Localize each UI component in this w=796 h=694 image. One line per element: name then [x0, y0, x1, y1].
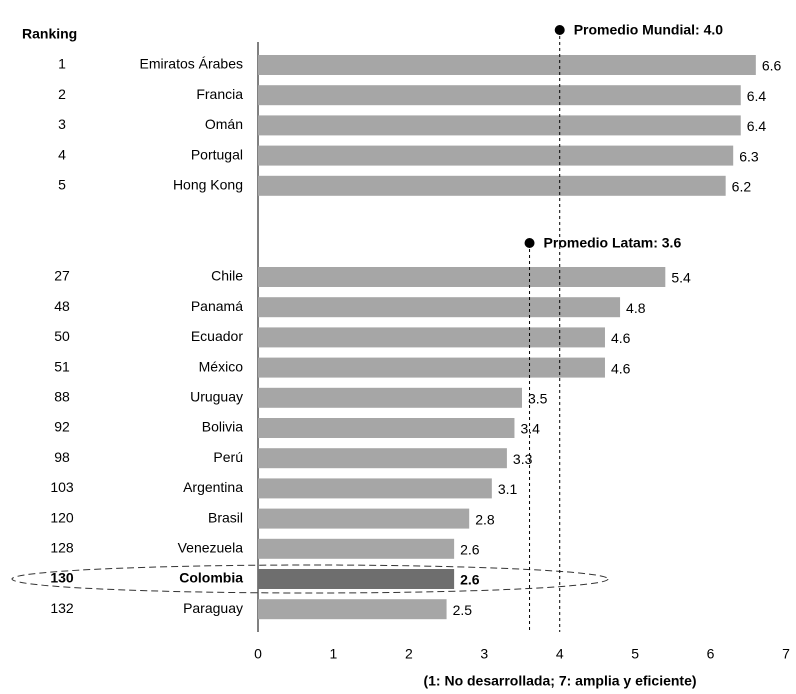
ranking: 51: [54, 358, 70, 374]
reference-label: Promedio Latam: 3.6: [544, 235, 682, 251]
reference-dot: [554, 25, 565, 35]
x-axis-label: (1: No desarrollada; 7: amplia y eficien…: [423, 673, 696, 689]
bar: [258, 115, 741, 136]
bar: [258, 569, 455, 589]
bar: [258, 55, 756, 75]
ranking: 92: [54, 419, 70, 435]
ranking: 48: [54, 298, 70, 314]
x-tick-label: 7: [782, 646, 790, 662]
bar: [258, 448, 507, 469]
category-label: Argentina: [183, 479, 243, 495]
reference-dot: [524, 238, 535, 248]
ranking-header: Ranking: [22, 26, 77, 42]
ranking: 132: [50, 600, 74, 616]
reference-label: Promedio Mundial: 4.0: [574, 22, 724, 38]
ranking: 103: [50, 479, 74, 495]
category-label: Paraguay: [183, 600, 243, 616]
value-label: 3.4: [520, 421, 540, 437]
bar: [258, 599, 447, 620]
category-label: Uruguay: [190, 389, 243, 405]
value-label: 6.3: [739, 148, 759, 164]
bar: [258, 387, 522, 408]
highlight-ellipse: [11, 564, 609, 594]
value-label: 4.6: [611, 360, 631, 376]
bar: [258, 478, 492, 499]
category-label: Perú: [213, 449, 243, 465]
bar: [258, 267, 666, 287]
x-tick-label: 5: [631, 646, 639, 662]
bar: [258, 175, 726, 196]
category-label: Emiratos Árabes: [140, 56, 243, 72]
x-tick-label: 3: [480, 646, 488, 662]
value-label: 4.6: [611, 330, 631, 346]
ranking: 128: [50, 540, 74, 556]
ranking: 1: [58, 56, 66, 72]
value-label: 2.6: [460, 572, 480, 588]
value-label: 2.6: [460, 542, 480, 558]
value-label: 2.8: [475, 511, 495, 527]
ranking: 4: [58, 146, 66, 162]
category-label: Francia: [196, 86, 243, 102]
category-label: Colombia: [179, 570, 243, 586]
bar: [258, 357, 605, 378]
value-label: 5.4: [671, 270, 691, 286]
category-label: Panamá: [191, 298, 243, 314]
ranking: 50: [54, 328, 70, 344]
x-tick-label: 6: [707, 646, 715, 662]
value-label: 6.6: [762, 58, 782, 74]
ranking: 120: [50, 509, 74, 525]
category-label: Brasil: [208, 509, 243, 525]
category-label: Hong Kong: [173, 177, 243, 193]
x-tick-label: 2: [405, 646, 413, 662]
bar: [258, 508, 470, 529]
category-label: Ecuador: [191, 328, 243, 344]
category-label: Bolivia: [202, 419, 243, 435]
bar: [258, 145, 734, 166]
category-label: Chile: [211, 268, 243, 284]
bar: [258, 297, 621, 318]
ranking: 88: [54, 389, 70, 405]
value-label: 2.5: [453, 602, 473, 618]
x-tick-label: 1: [330, 646, 338, 662]
bar: [258, 327, 605, 348]
value-label: 6.4: [747, 88, 767, 104]
value-label: 3.1: [498, 481, 518, 497]
category-label: Venezuela: [178, 540, 244, 556]
x-tick-label: 4: [556, 646, 564, 662]
category-label: México: [199, 358, 244, 374]
value-label: 4.8: [626, 300, 646, 316]
category-label: Omán: [205, 116, 243, 132]
ranking: 3: [58, 116, 66, 132]
value-label: 6.4: [747, 118, 767, 134]
value-label: 3.3: [513, 451, 533, 467]
ranking: 27: [54, 268, 70, 284]
ranking: 2: [58, 86, 66, 102]
ranking: 130: [50, 570, 74, 586]
value-label: 3.5: [528, 391, 548, 407]
bar: [258, 418, 515, 438]
x-tick-label: 0: [254, 646, 262, 662]
value-label: 6.2: [732, 179, 752, 195]
category-label: Portugal: [191, 146, 243, 162]
ranking: 5: [58, 177, 66, 193]
bar: [258, 85, 741, 106]
ranking: 98: [54, 449, 70, 465]
bar: [258, 538, 455, 559]
